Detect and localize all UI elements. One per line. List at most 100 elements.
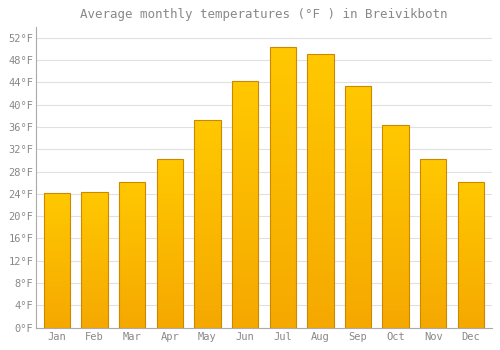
Bar [232,241,258,244]
Bar [270,83,296,86]
Bar [156,208,183,210]
Bar [270,117,296,120]
Bar [458,218,484,220]
Bar [458,284,484,285]
Bar [307,248,334,251]
Bar [44,264,70,266]
Bar [270,184,296,187]
Bar [307,117,334,120]
Bar [194,153,220,155]
Bar [44,306,70,307]
Bar [307,180,334,183]
Bar [156,188,183,190]
Bar [270,308,296,311]
Bar [119,256,146,258]
Bar [82,223,108,225]
Bar [382,198,409,200]
Bar [194,270,220,272]
Bar [420,218,446,220]
Bar [44,233,70,235]
Bar [194,319,220,321]
Bar [44,291,70,293]
Bar [420,289,446,290]
Bar [382,275,409,277]
Bar [307,259,334,262]
Bar [270,182,296,184]
Bar [194,128,220,131]
Bar [420,316,446,317]
Bar [420,302,446,304]
Bar [345,156,371,159]
Bar [307,202,334,204]
Bar [82,233,108,234]
Bar [420,284,446,286]
Bar [420,181,446,183]
Bar [307,215,334,218]
Bar [44,299,70,301]
Bar [270,291,296,294]
Bar [232,251,258,254]
Bar [345,132,371,134]
Bar [345,106,371,108]
Bar [44,211,70,212]
Bar [270,268,296,271]
Bar [232,268,258,271]
Bar [382,265,409,267]
Bar [194,155,220,158]
Bar [307,298,334,300]
Bar [232,310,258,313]
Bar [156,314,183,316]
Bar [345,315,371,318]
Bar [345,125,371,127]
Bar [194,245,220,247]
Bar [156,267,183,268]
Bar [82,267,108,268]
Bar [232,231,258,234]
Bar [119,320,146,322]
Bar [307,212,334,215]
Bar [44,275,70,276]
Bar [307,245,334,248]
Bar [194,203,220,205]
Bar [420,282,446,284]
Bar [345,318,371,320]
Bar [194,255,220,257]
Bar [232,204,258,207]
Bar [156,196,183,198]
Bar [44,325,70,326]
Bar [44,322,70,323]
Bar [119,201,146,202]
Bar [345,243,371,245]
Bar [270,229,296,232]
Bar [194,139,220,141]
Bar [458,259,484,261]
Bar [194,174,220,176]
Bar [232,197,258,199]
Bar [307,191,334,194]
Bar [270,100,296,103]
Bar [82,249,108,250]
Bar [307,103,334,106]
Bar [194,228,220,230]
Bar [119,217,146,218]
Bar [420,208,446,210]
Bar [270,218,296,221]
Bar [232,264,258,266]
Bar [382,196,409,198]
Bar [458,258,484,259]
Bar [382,135,409,138]
Bar [119,279,146,281]
Bar [232,315,258,318]
Bar [420,286,446,287]
Bar [194,284,220,286]
Bar [119,293,146,294]
Bar [382,259,409,261]
Bar [270,190,296,193]
Bar [156,257,183,259]
Bar [119,198,146,199]
Bar [44,293,70,294]
Bar [382,160,409,162]
Bar [44,205,70,206]
Bar [194,303,220,305]
Bar [82,258,108,260]
